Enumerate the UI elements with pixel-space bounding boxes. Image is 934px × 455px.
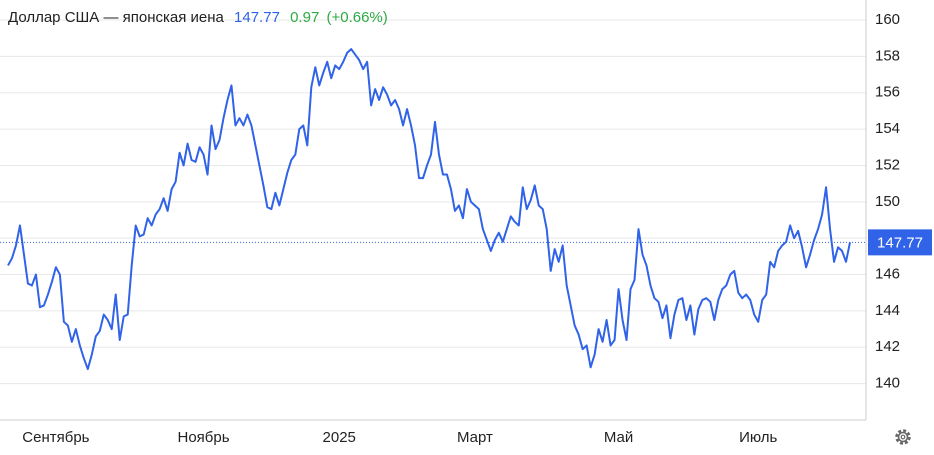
x-tick-label: Март [457,429,493,446]
y-tick-label: 158 [875,47,900,64]
change: 0.97 [290,9,320,26]
x-tick-label: Июль [739,429,777,446]
y-tick-label: 152 [875,156,900,173]
x-tick-label: 2025 [323,429,356,446]
y-tick-label: 156 [875,84,900,101]
x-tick-label: Ноябрь [178,429,230,446]
y-tick-label: 140 [875,375,900,392]
gear-hole [900,434,906,440]
settings-icon[interactable] [895,429,911,445]
gear-ring [897,431,909,443]
x-tick-label: Май [604,429,633,446]
price-line [7,48,851,371]
y-tick-label: 154 [875,120,900,137]
current-price-box [868,229,932,256]
header: Доллар США — японская иена 147.77 0.97 (… [8,9,394,26]
y-tick-label: 144 [875,302,900,319]
y-tick-label: 150 [875,193,900,210]
y-tick-label: 160 [875,11,900,28]
y-tick-label: 146 [875,266,900,283]
gear-teeth [895,429,911,445]
x-tick-label: Сентябрь [22,429,89,446]
price: 147.77 [234,9,280,26]
y-tick-label: 142 [875,338,900,355]
change-percent: (+0.66%) [326,9,388,26]
chart-title: Доллар США — японская иена [8,9,224,26]
current-price-label: 147.77 [877,234,923,251]
